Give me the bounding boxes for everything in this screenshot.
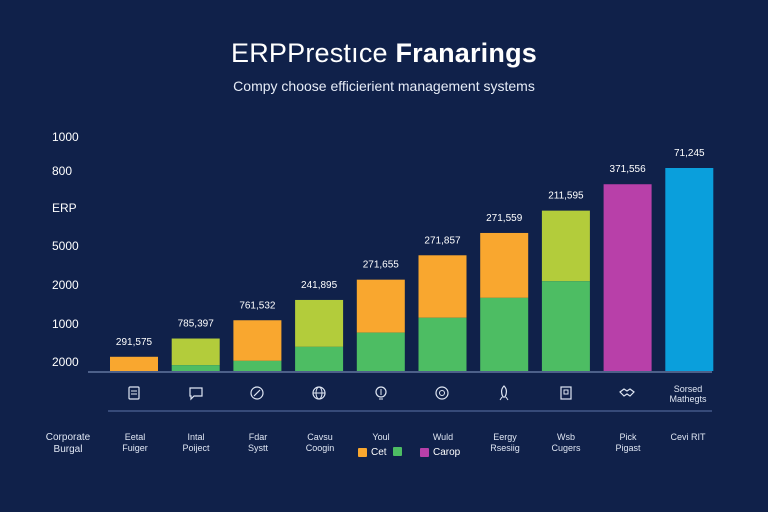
category-label: Youl [372,432,390,442]
bar-segment-top [356,279,405,333]
clipboard-icon [558,385,574,401]
bar-segment-green [418,317,467,371]
legend-swatch [393,447,402,456]
data-label: 291,575 [116,337,153,348]
bar-segment-top [295,299,344,347]
bar-segment-green [233,360,282,371]
bar-segment-top [480,232,529,298]
data-label: 371,556 [610,164,647,175]
bar-segment-top [110,356,158,371]
category-label: Wsb Cugers [551,432,581,453]
y-tick: 2000 [52,355,79,369]
y-tick: 1000 [52,130,79,144]
chart-subtitle: Compy choose efficierient management sys… [233,78,535,94]
category-label: Cevi RIT [670,432,706,442]
data-label: 271,559 [486,213,523,224]
pen-icon [249,385,265,401]
data-label: 761,532 [239,300,276,311]
bar-segment-green [295,346,344,371]
bar-segment-green [171,365,220,371]
rocket-icon [496,385,512,401]
bar-segment-top [665,168,714,371]
chat-icon [188,385,204,401]
category-label: Eetal Fuiger [122,432,148,453]
legend-swatch [420,448,429,457]
bar-segment-green [356,332,405,371]
category-label: Intal Poiject [182,432,210,453]
y-tick: 800 [52,164,73,178]
bar-segment-top [418,255,467,318]
bar-segment-green [480,297,529,371]
category-label: Cavsu Coogin [305,432,335,453]
y-tick: 1000 [52,317,79,331]
globe-icon [311,385,327,401]
bar-segment-top [603,184,652,371]
category-header: Corporate Burgal [45,432,91,455]
y-tick: 5000 [52,239,79,253]
bar-segment-top [233,320,282,361]
lightbulb-icon [373,385,389,401]
chart-title: ERPPrestıce Franarings [0,38,768,69]
category-label: Wuld [432,432,454,442]
legend-label: Carop [433,447,461,458]
category-label: Eergy Rsesiig [490,432,520,453]
y-tick: ERP [52,201,77,215]
chart-title-part1: ERPPrestıce [231,38,396,68]
data-label: 71,245 [674,148,705,159]
legend-item: Carop [420,447,460,458]
legend-item [393,447,406,456]
data-label: 785,397 [178,319,215,330]
side-label: Sorsed Mathegts [669,384,707,404]
bar-segment-green [541,281,590,371]
document-icon [126,385,142,401]
data-label: 271,655 [363,260,400,271]
legend-label: Cet [371,447,387,458]
data-label: 241,895 [301,280,338,291]
category-label: Pick Pigast [615,432,641,453]
bar-segment-top [541,210,590,282]
data-label: 271,857 [424,235,461,246]
category-label: Fdar Systt [247,432,268,453]
y-tick: 2000 [52,278,79,292]
chart-title-part2: Franarings [395,38,537,68]
bar-segment-top [171,338,220,366]
gear-icon [434,385,450,401]
handshake-icon [619,385,635,401]
legend-swatch [358,448,367,457]
data-label: 211,595 [548,191,584,202]
legend-item: Cet [358,447,387,458]
